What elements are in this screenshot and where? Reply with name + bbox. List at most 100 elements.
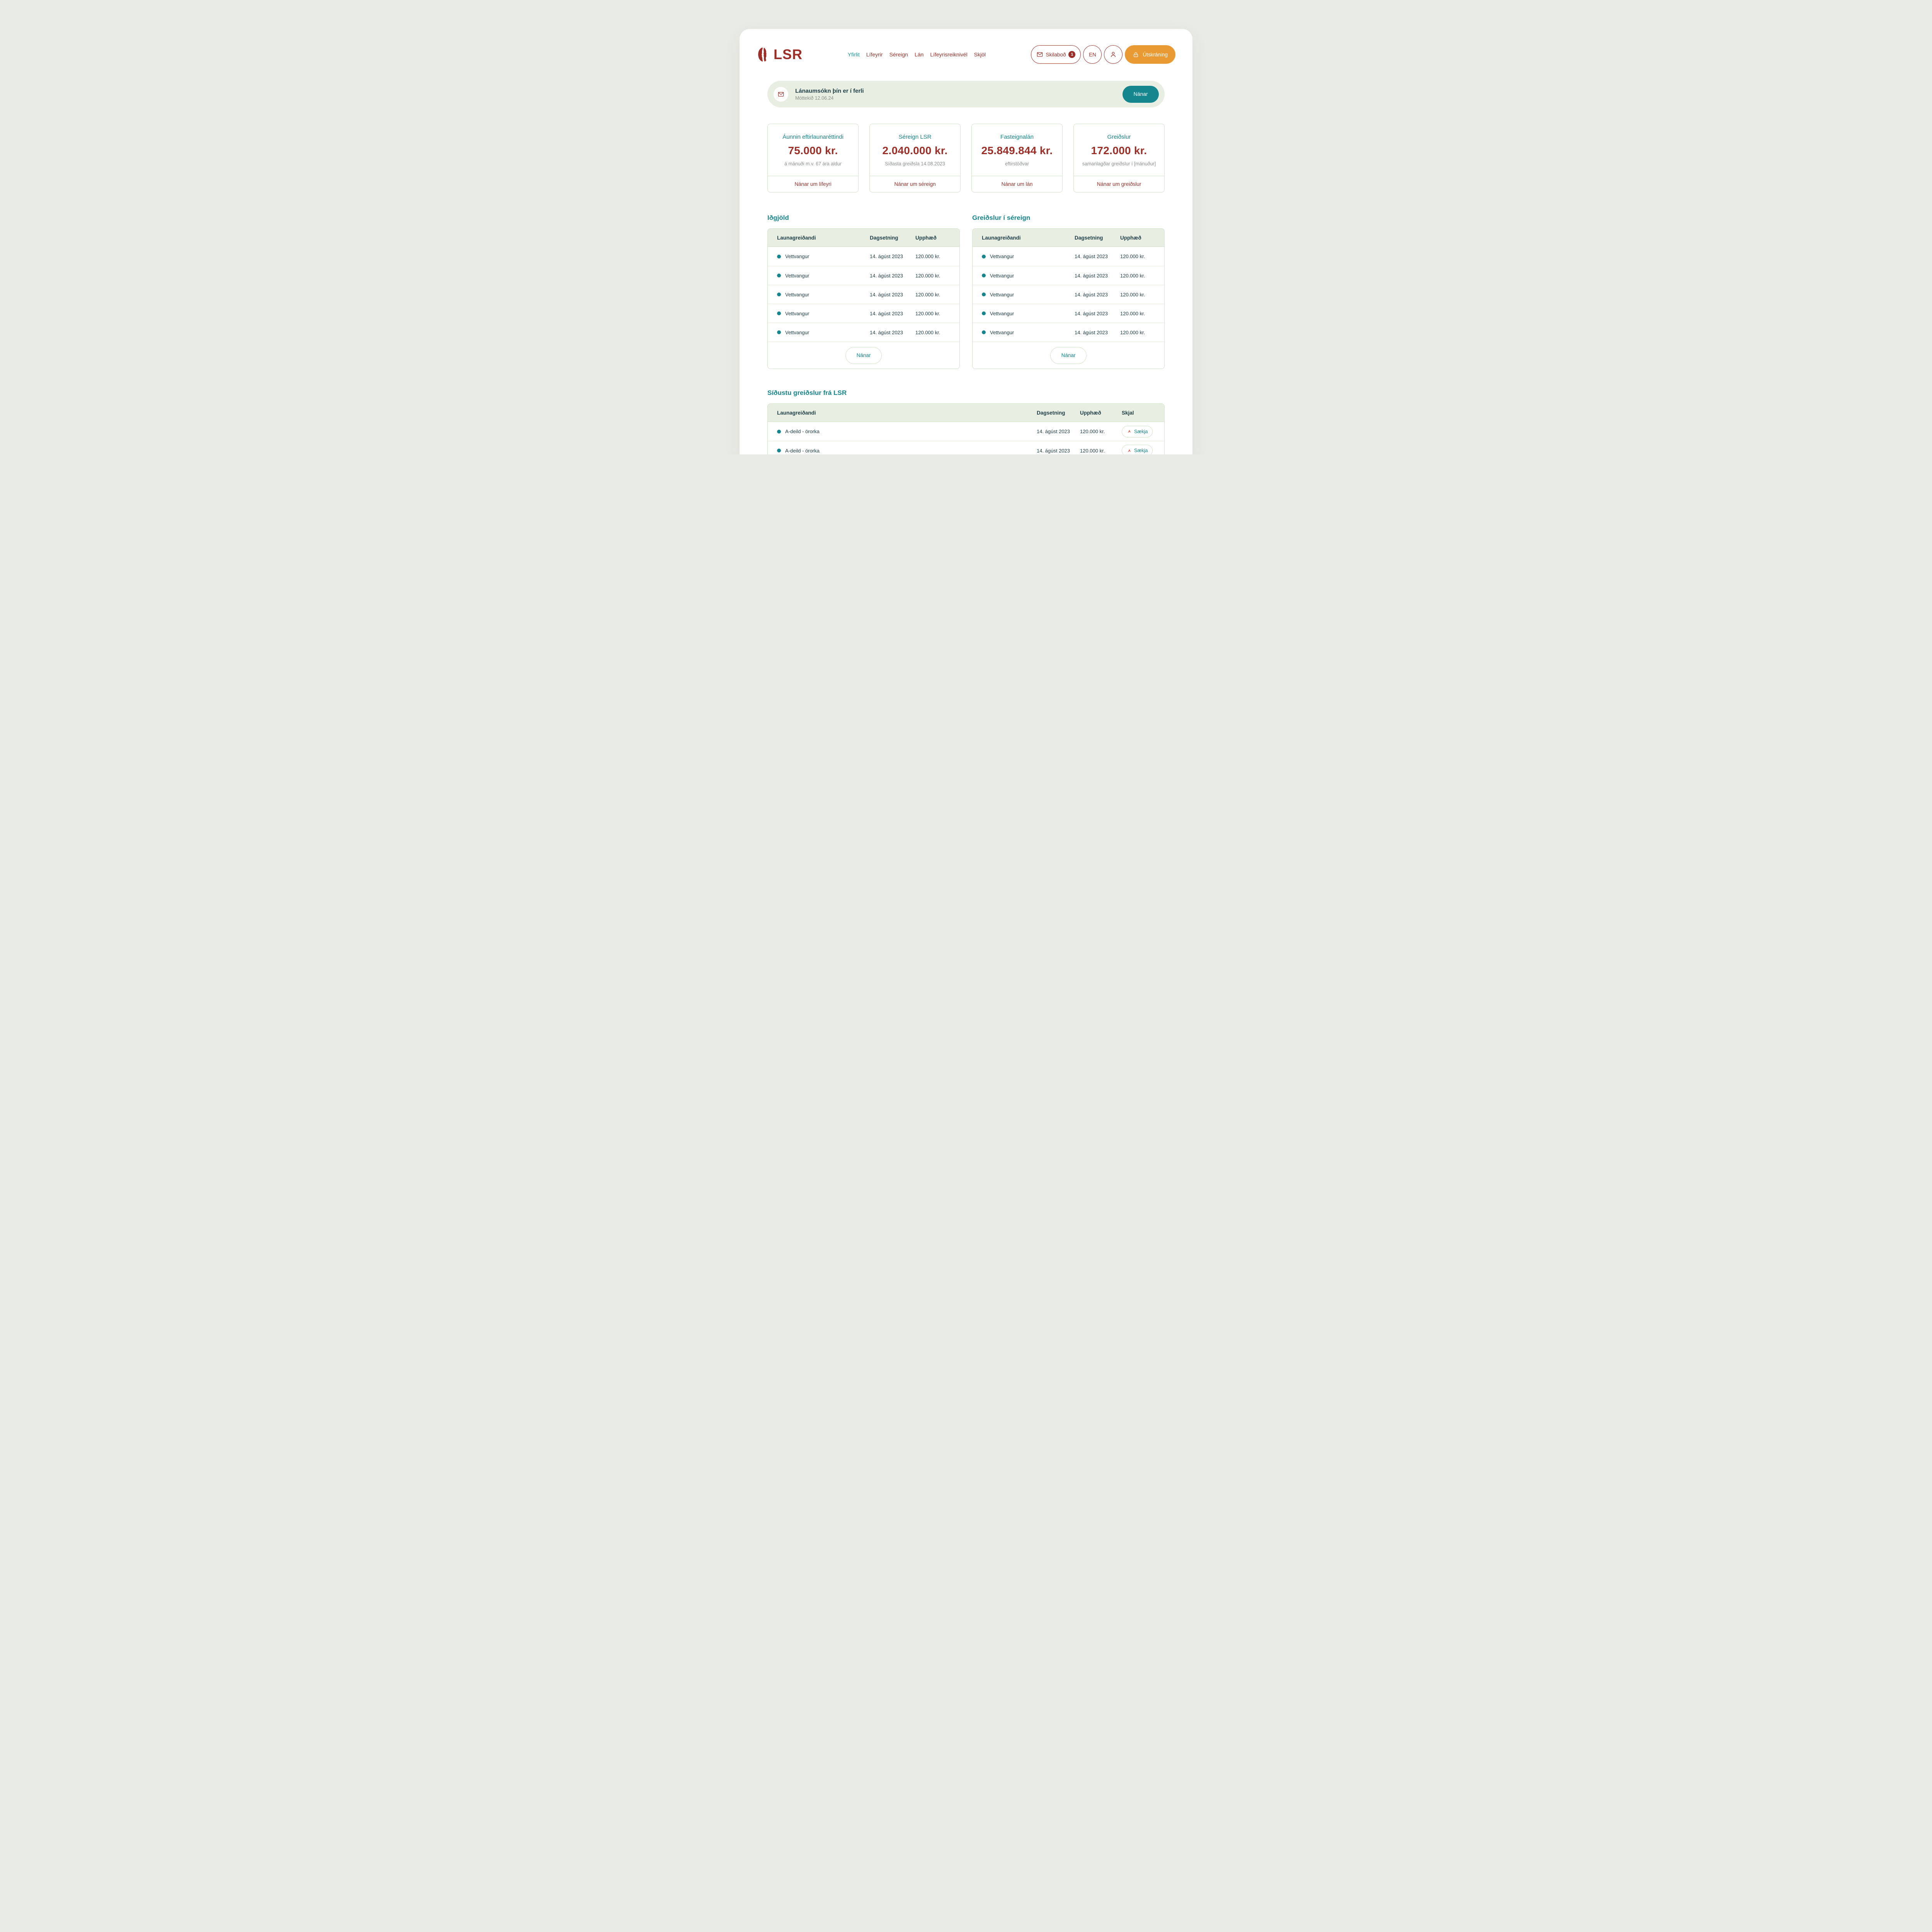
status-dot-icon [777,274,781,277]
nav-item-lifeyrir[interactable]: Lífeyrir [866,51,883,58]
nav-item-sereign[interactable]: Séreign [889,51,908,58]
nav-item-skjol[interactable]: Skjöl [974,51,986,58]
card-value: 25.849.844 kr. [981,144,1053,156]
summary-card-sereign: Séreign LSR 2.040.000 kr. Síðasta greiðs… [869,124,961,192]
card-subtitle: samanlagðar greiðslur í [mánuður] [1082,161,1156,167]
section-title-idgjold: Iðgjöld [767,214,789,221]
table-row: A-deild - örorka 14. ágúst 2023 120.000 … [768,441,1164,454]
banner-envelope-circle [774,87,788,102]
payment-amount: 120.000 kr. [1080,429,1105,434]
card-subtitle: eftirstöðvar [1005,161,1029,167]
payer-cell: Vettvangur [982,292,1075,298]
payments-section: Síðustu greiðslur frá LSR Launagreiðandi… [767,389,1165,454]
status-dot-icon [777,311,781,315]
pdf-icon [1127,448,1132,453]
main-content-card: LSR Yfirlit Lífeyrir Séreign Lán Lífeyri… [740,29,1192,454]
contributions-more-button[interactable]: Nánar [845,347,882,364]
card-link-greidslur[interactable]: Nánar um greiðslur [1074,176,1164,192]
payer-cell: Vettvangur [777,292,870,298]
card-value: 2.040.000 kr. [882,144,948,156]
column-header: Launagreiðandi [777,235,816,241]
payment-amount: 120.000 kr. [1120,253,1145,259]
profile-button[interactable] [1104,45,1123,64]
payer-cell: Vettvangur [982,311,1075,316]
header-actions: Skilaboð 1 EN [1031,45,1175,64]
nav-item-lifeyrisreiknivel[interactable]: Lífeyrisreiknivél [930,51,968,58]
payer-name: Vettvangur [785,253,810,259]
table-body: Vettvangur 14. ágúst 2023 120.000 kr. Ve… [973,247,1164,342]
table-header-row: Launagreiðandi Dagsetning Upphæð [973,229,1164,247]
logout-label: Útskráning [1143,51,1168,58]
table-row: Vettvangur 14. ágúst 2023 120.000 kr. [973,247,1164,266]
column-header: Skjal [1122,410,1134,416]
card-value: 75.000 kr. [788,144,838,156]
payer-name: Vettvangur [990,291,1014,298]
payment-date: 14. ágúst 2023 [870,272,903,279]
private-pension-table: Launagreiðandi Dagsetning Upphæð Vettvan… [972,228,1165,369]
messages-badge: 1 [1068,51,1076,58]
download-document-button[interactable]: Sækja [1122,425,1153,437]
payer-cell: Vettvangur [777,273,870,279]
payer-cell: A-deild - örorka [777,429,1037,434]
card-value: 172.000 kr. [1091,144,1147,156]
column-header: Launagreiðandi [982,235,1021,241]
banner-nanar-button[interactable]: Nánar [1122,85,1159,103]
status-dot-icon [777,449,781,452]
column-header: Upphæð [1120,235,1141,241]
contributions-section: Iðgjöld Launagreiðandi Dagsetning Upphæð… [767,214,960,369]
column-header: Upphæð [1080,410,1101,416]
card-link-lifeyri[interactable]: Nánar um lífeyri [768,176,858,192]
payments-table: Launagreiðandi Dagsetning Upphæð Skjal A… [767,403,1165,454]
payment-date: 14. ágúst 2023 [1075,253,1108,259]
table-row: Vettvangur 14. ágúst 2023 120.000 kr. [973,266,1164,285]
payment-date: 14. ágúst 2023 [1075,329,1108,335]
main-nav: Yfirlit Lífeyrir Séreign Lán Lífeyrisrei… [848,51,986,58]
column-header: Dagsetning [1037,410,1065,416]
column-header: Dagsetning [1075,235,1103,241]
payer-cell: Vettvangur [777,311,870,316]
logout-button[interactable]: Útskráning [1125,45,1175,64]
payer-cell: Vettvangur [777,253,870,259]
status-dot-icon [777,293,781,296]
download-document-button[interactable]: Sækja [1122,445,1153,454]
card-link-lan[interactable]: Nánar um lán [972,176,1062,192]
person-icon [1109,51,1117,58]
document-cell: Sækja [1122,425,1155,437]
table-header-row: Launagreiðandi Dagsetning Upphæð [768,229,959,247]
language-button[interactable]: EN [1083,45,1102,64]
payment-date: 14. ágúst 2023 [870,291,903,298]
payer-name: Vettvangur [785,329,810,335]
payer-name: A-deild - örorka [785,447,820,454]
messages-button[interactable]: Skilaboð 1 [1031,45,1081,64]
table-body: Vettvangur 14. ágúst 2023 120.000 kr. Ve… [768,247,959,342]
payment-amount: 120.000 kr. [1120,291,1145,298]
summary-card-loan: Fasteignalán 25.849.844 kr. eftirstöðvar… [971,124,1063,192]
download-label: Sækja [1134,429,1148,434]
payment-date: 14. ágúst 2023 [1075,310,1108,316]
private-pension-more-button[interactable]: Nánar [1050,347,1087,364]
nav-item-yfirlit[interactable]: Yfirlit [847,51,860,58]
payment-date: 14. ágúst 2023 [870,329,903,335]
status-dot-icon [777,330,781,334]
lsr-logo[interactable]: LSR [757,47,803,62]
payer-name: Vettvangur [785,310,810,316]
table-body: A-deild - örorka 14. ágúst 2023 120.000 … [768,422,1164,454]
column-header: Dagsetning [870,235,898,241]
payer-cell: A-deild - örorka [777,448,1037,454]
pdf-icon [1127,429,1132,434]
column-header: Upphæð [915,235,937,241]
card-title: Greiðslur [1107,133,1131,140]
card-link-sereign[interactable]: Nánar um séreign [870,176,960,192]
payment-amount: 120.000 kr. [1120,272,1145,279]
payment-amount: 120.000 kr. [915,310,940,316]
table-row: Vettvangur 14. ágúst 2023 120.000 kr. [768,285,959,304]
lsr-logo-text: LSR [774,46,803,62]
banner-text: Lánaumsókn þín er í ferli Móttekið 12.06… [795,88,1122,101]
nav-item-lan[interactable]: Lán [914,51,924,58]
envelope-icon [777,91,784,98]
document-cell: Sækja [1122,445,1155,454]
table-row: A-deild - örorka 14. ágúst 2023 120.000 … [768,422,1164,441]
summary-cards-row: Áunnin eftirlaunaréttindi 75.000 kr. á m… [767,124,1165,192]
status-dot-icon [982,254,986,259]
table-header-row: Launagreiðandi Dagsetning Upphæð Skjal [768,404,1164,422]
